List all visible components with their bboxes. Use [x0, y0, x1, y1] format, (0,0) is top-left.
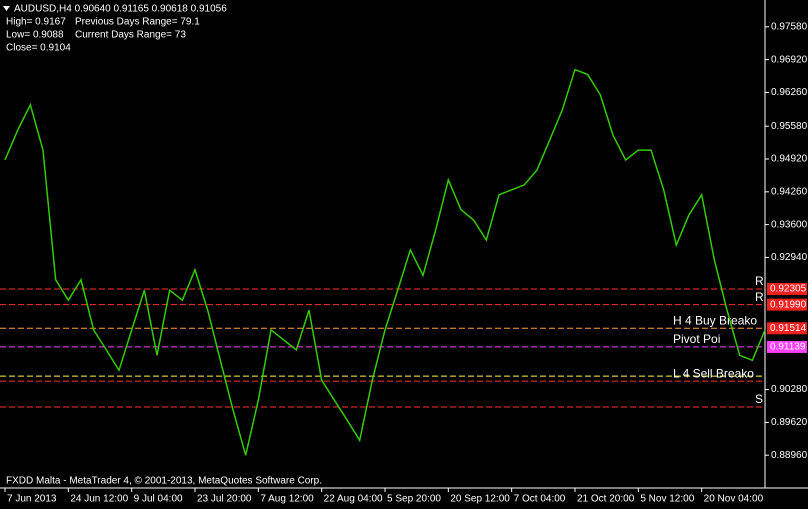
x-tick-label: 20 Sep 12:00 — [450, 494, 510, 505]
info-high: High= 0.9167 — [6, 17, 66, 28]
level-tag: R — [755, 274, 764, 288]
y-tick-label: 0.90280 — [771, 384, 808, 395]
level-tag: H 4 Buy Breako — [673, 313, 757, 327]
level-box — [767, 322, 807, 335]
x-tick-label: 24 Jun 12:00 — [70, 494, 128, 505]
x-tick-label: 23 Jul 20:00 — [197, 494, 252, 505]
price-line — [4, 68, 766, 456]
level-box — [767, 340, 807, 353]
y-tick-label: 0.88960 — [771, 450, 808, 461]
collapse-arrow[interactable] — [3, 6, 10, 11]
y-tick-label: 0.95580 — [771, 121, 808, 132]
y-tick-label: 0.96920 — [771, 54, 808, 65]
x-tick-label: 5 Nov 12:00 — [640, 494, 694, 505]
y-tick-label: 0.94920 — [771, 154, 808, 165]
x-tick-label: 21 Oct 20:00 — [577, 494, 635, 505]
y-tick-label: 0.92940 — [771, 252, 808, 263]
chart-title: AUDUSD,H4 0.90640 0.91165 0.90618 0.9105… — [14, 4, 227, 15]
level-box — [767, 298, 807, 311]
x-tick-label: 9 Jul 04:00 — [134, 494, 183, 505]
x-tick-label: 5 Sep 20:00 — [387, 494, 441, 505]
level-label: 0.91139 — [770, 342, 806, 353]
level-tag: S — [755, 392, 763, 406]
y-tick-label: 0.89620 — [771, 417, 808, 428]
level-tag: L 4 Sell Breako — [673, 366, 754, 380]
level-tag: R — [755, 290, 764, 304]
y-tick-label: 0.94260 — [771, 186, 808, 197]
x-tick-label: 7 Oct 04:00 — [514, 494, 566, 505]
x-tick-label: 20 Nov 04:00 — [704, 494, 764, 505]
level-tag: Pivot Poi — [673, 332, 720, 346]
y-tick-label: 0.93600 — [771, 219, 808, 230]
footer: FXDD Malta - MetaTrader 4, © 2001-2013, … — [6, 476, 322, 487]
level-label: 0.91990 — [770, 299, 807, 310]
info-low: Low= 0.9088 — [6, 30, 64, 41]
level-box — [767, 282, 807, 295]
level-label: 0.91514 — [770, 323, 807, 334]
level-label: 0.92305 — [770, 284, 807, 295]
info-cur-range: Current Days Range= 73 — [75, 30, 186, 41]
x-tick-label: 22 Aug 04:00 — [324, 494, 383, 505]
info-prev-range: Previous Days Range= 79.1 — [75, 17, 200, 28]
x-tick-label: 7 Aug 12:00 — [260, 494, 314, 505]
x-tick-label: 7 Jun 2013 — [7, 494, 57, 505]
y-tick-label: 0.97580 — [771, 21, 808, 32]
info-close: Close= 0.9104 — [6, 43, 71, 54]
y-tick-label: 0.96260 — [771, 87, 808, 98]
